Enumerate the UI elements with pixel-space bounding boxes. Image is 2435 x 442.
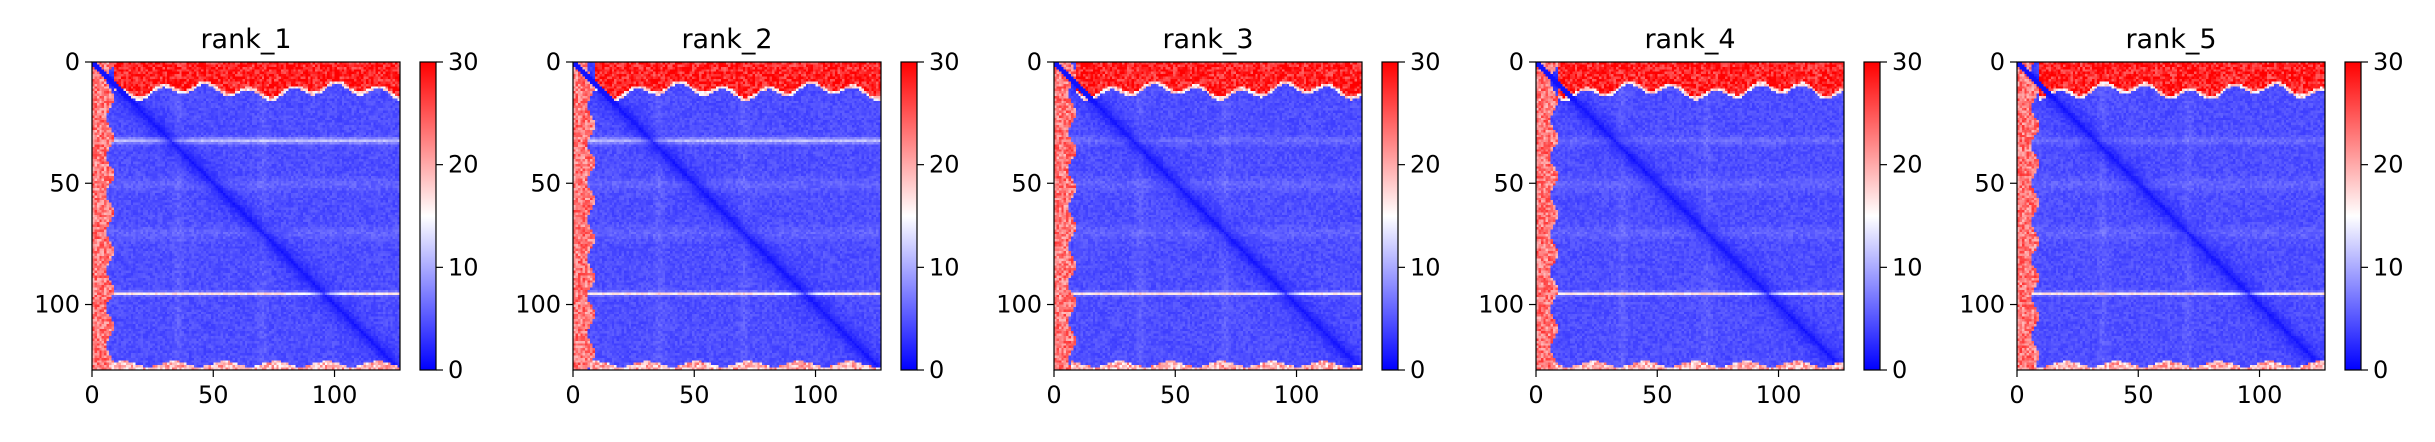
x-tick-label: 0 (1046, 381, 1061, 409)
axes-frame (1053, 61, 1363, 371)
x-tick-label: 0 (1528, 381, 1543, 409)
colorbar-tick-label: 0 (448, 356, 463, 384)
y-tick-label: 50 (1011, 169, 1042, 197)
colorbar-tick-label: 30 (1892, 48, 1923, 76)
colorbar-tick-label: 10 (929, 253, 960, 281)
y-tick-label: 0 (1509, 48, 1524, 76)
panel-title: rank_2 (681, 24, 772, 55)
y-tick-label: 0 (1990, 48, 2005, 76)
y-tick-label: 100 (1959, 291, 2005, 319)
colorbar-tick-label: 20 (1892, 151, 1923, 179)
y-tick-label: 50 (1974, 169, 2005, 197)
y-tick-label: 100 (34, 291, 80, 319)
heatmap-image (573, 62, 881, 370)
panel-1: rank_1 0 50 100 0 50 100 0 10 20 30 (34, 24, 478, 409)
heatmap-image (1536, 62, 1844, 370)
y-tick-label: 0 (546, 48, 561, 76)
colorbar-tick-label: 10 (1892, 253, 1923, 281)
colorbar (1863, 61, 1881, 371)
axes-frame (2016, 61, 2326, 371)
panel-3: rank_3 0 50 100 0 50 100 0 10 20 30 (996, 24, 1440, 409)
colorbar-tick-label: 0 (929, 356, 944, 384)
x-tick-label: 100 (312, 381, 358, 409)
panel-title: rank_5 (2125, 24, 2216, 55)
heatmap-image (1054, 62, 1362, 370)
x-tick-label: 100 (793, 381, 839, 409)
panel-5: rank_5 0 50 100 0 50 100 0 10 20 30 (1959, 24, 2403, 409)
x-tick-label: 50 (679, 381, 710, 409)
y-tick-label: 100 (996, 291, 1042, 319)
heatmap-image (2017, 62, 2325, 370)
colorbar-tick-label: 0 (1410, 356, 1425, 384)
panel-title: rank_3 (1162, 24, 1253, 55)
colorbar-tick-label: 20 (1410, 151, 1441, 179)
x-tick-label: 100 (1274, 381, 1320, 409)
x-tick-label: 100 (2237, 381, 2283, 409)
y-tick-label: 50 (530, 169, 561, 197)
y-tick-label: 50 (1493, 169, 1524, 197)
colorbar-tick-label: 20 (448, 151, 479, 179)
colorbar-tick-label: 0 (1892, 356, 1907, 384)
colorbar-tick-label: 30 (929, 48, 960, 76)
x-tick-label: 0 (565, 381, 580, 409)
colorbar-tick-label: 20 (2373, 151, 2404, 179)
panel-2: rank_2 0 50 100 0 50 100 0 10 20 30 (515, 24, 959, 409)
y-tick-label: 100 (1478, 291, 1524, 319)
x-tick-label: 50 (198, 381, 229, 409)
axes-frame (572, 61, 882, 371)
colorbar (2344, 61, 2362, 371)
axes-frame (1535, 61, 1845, 371)
x-tick-label: 100 (1756, 381, 1802, 409)
panel-title: rank_4 (1644, 24, 1735, 55)
colorbar (900, 61, 918, 371)
y-tick-label: 100 (515, 291, 561, 319)
panel-4: rank_4 0 50 100 0 50 100 0 10 20 30 (1478, 24, 1922, 409)
colorbar-tick-label: 10 (448, 253, 479, 281)
colorbar (1381, 61, 1399, 371)
colorbar-tick-label: 30 (1410, 48, 1441, 76)
colorbar-tick-label: 30 (448, 48, 479, 76)
colorbar-tick-label: 0 (2373, 356, 2388, 384)
colorbar-tick-label: 30 (2373, 48, 2404, 76)
colorbar-tick-label: 20 (929, 151, 960, 179)
x-tick-label: 0 (2009, 381, 2024, 409)
y-tick-label: 50 (49, 169, 80, 197)
x-tick-label: 50 (2123, 381, 2154, 409)
colorbar-tick-label: 10 (2373, 253, 2404, 281)
x-tick-label: 50 (1160, 381, 1191, 409)
colorbar-tick-label: 10 (1410, 253, 1441, 281)
y-tick-label: 0 (1027, 48, 1042, 76)
heatmap-image (92, 62, 400, 370)
colorbar (419, 61, 437, 371)
y-tick-label: 0 (65, 48, 80, 76)
x-tick-label: 0 (84, 381, 99, 409)
panel-title: rank_1 (200, 24, 291, 55)
x-tick-label: 50 (1642, 381, 1673, 409)
axes-frame (91, 61, 401, 371)
